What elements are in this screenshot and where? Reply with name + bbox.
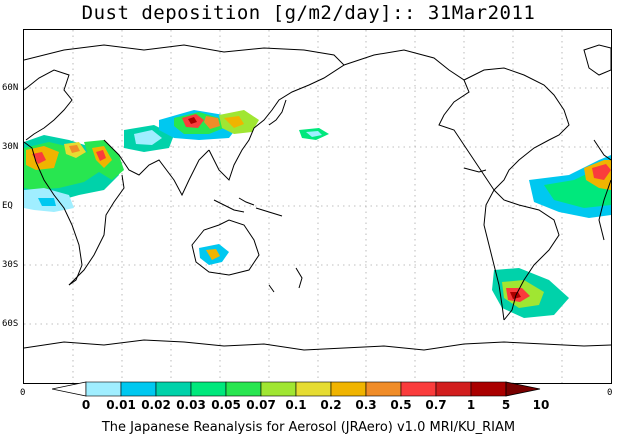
- map-title: Dust deposition [g/m2/day]:: 31Mar2011: [81, 2, 536, 24]
- colorbar-label: 1: [466, 398, 476, 412]
- lat-label-60s: 60S: [2, 319, 19, 329]
- lat-label-30n: 30N: [2, 142, 19, 152]
- colorbar-label: 10: [532, 398, 550, 412]
- colorbar-segments: [52, 381, 541, 397]
- colorbar-label: 0.02: [141, 398, 171, 412]
- colorbar-label: 0.01: [106, 398, 136, 412]
- colorbar-arrow-high: [505, 381, 541, 397]
- footer-credit: The Japanese Reanalysis for Aerosol (JRA…: [101, 420, 516, 435]
- colorbar-label: 0.1: [285, 398, 307, 412]
- lon-label-right: 0: [607, 388, 613, 398]
- colorbar-segment: [85, 381, 122, 397]
- colorbar-segment: [470, 381, 507, 397]
- world-map: [24, 30, 611, 383]
- colorbar-segment: [330, 381, 367, 397]
- colorbar-segment: [365, 381, 402, 397]
- colorbar-label: 0.3: [355, 398, 377, 412]
- colorbar-label: 0.7: [425, 398, 447, 412]
- colorbar-segment: [295, 381, 332, 397]
- map-frame: [23, 29, 612, 384]
- colorbar-label: 0: [81, 398, 91, 412]
- colorbar-arrow-low: [52, 381, 87, 397]
- lat-label-30s: 30S: [2, 260, 19, 270]
- colorbar-label: 0.05: [211, 398, 241, 412]
- colorbar-segment: [190, 381, 227, 397]
- colorbar: [52, 381, 541, 397]
- colorbar-segment: [435, 381, 472, 397]
- colorbar-label: 0.07: [246, 398, 276, 412]
- colorbar-label: 0.5: [390, 398, 412, 412]
- lat-label-60n: 60N: [2, 83, 19, 93]
- colorbar-segment: [400, 381, 437, 397]
- colorbar-segment: [260, 381, 297, 397]
- colorbar-label: 0.2: [320, 398, 342, 412]
- dust-shading: [24, 110, 611, 318]
- colorbar-label: 0.03: [176, 398, 206, 412]
- colorbar-segment: [120, 381, 157, 397]
- lon-label-left: 0: [20, 388, 26, 398]
- colorbar-label: 5: [501, 398, 511, 412]
- colorbar-segment: [155, 381, 192, 397]
- lat-label-eq: EQ: [2, 201, 13, 211]
- coastlines: [24, 44, 611, 351]
- colorbar-segment: [225, 381, 262, 397]
